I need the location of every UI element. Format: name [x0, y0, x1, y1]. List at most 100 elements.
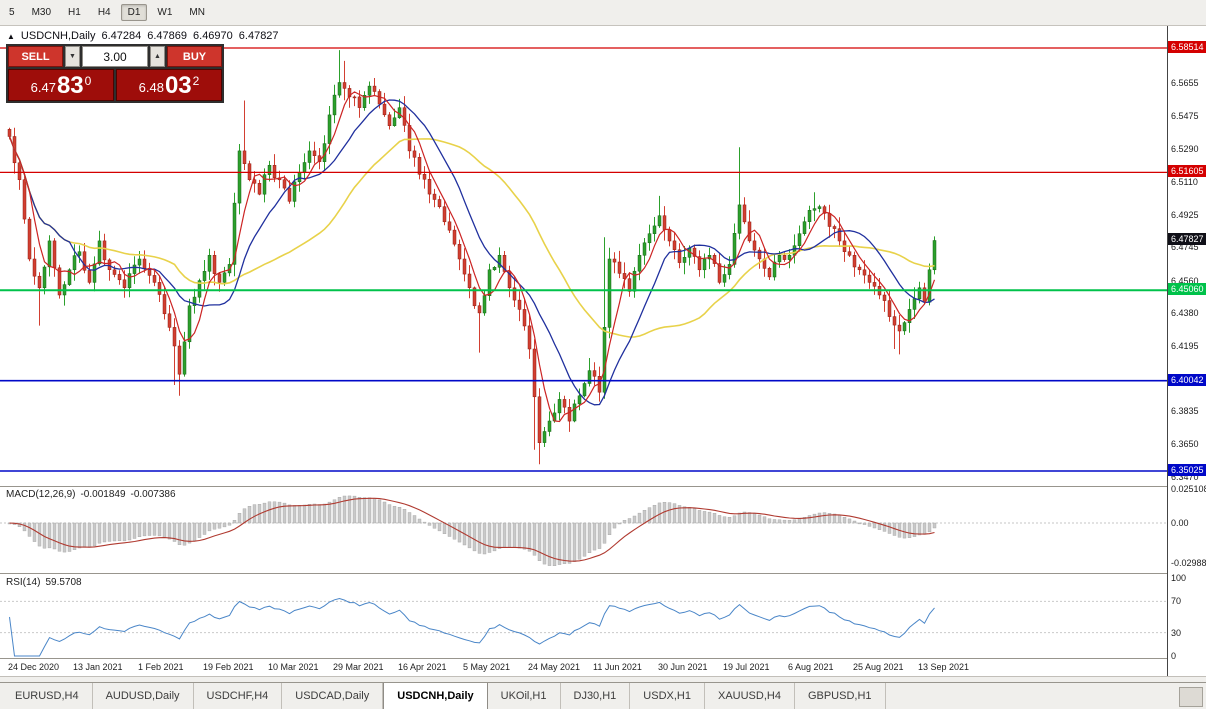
- chart-tab-usdcnh[interactable]: USDCNH,Daily: [383, 683, 488, 709]
- level-price-badge: 6.51605: [1168, 165, 1206, 177]
- volume-input[interactable]: [82, 46, 148, 67]
- chart-tab-dj30[interactable]: DJ30,H1: [561, 683, 631, 709]
- level-price-badge: 6.45060: [1168, 283, 1206, 295]
- price-scale-label: 6.5110: [1171, 177, 1198, 187]
- bid-major-digits: 6.47: [30, 80, 56, 95]
- timeframe-toolbar: 5 M30 H1 H4 D1 W1 MN: [0, 0, 1206, 26]
- price-scale-label: 6.4195: [1171, 341, 1199, 351]
- chart-title: ▲ USDCNH,Daily 6.47284 6.47869 6.46970 6…: [7, 30, 279, 42]
- rsi-scale-label: 70: [1171, 596, 1182, 606]
- macd-scale-label: 0.00: [1171, 518, 1189, 528]
- volume-down-button[interactable]: ▼: [65, 46, 80, 67]
- ask-price-display[interactable]: 6.48 03 2: [116, 69, 222, 101]
- price-scale-label: 6.5475: [1171, 111, 1199, 121]
- macd-panel-separator[interactable]: [0, 486, 1206, 487]
- rsi-scale-label: 0: [1171, 651, 1177, 661]
- time-axis-separator: [0, 658, 1206, 659]
- price-scale-label: 6.5290: [1171, 144, 1199, 154]
- bid-main-digits: 83: [56, 72, 84, 99]
- bid-price-display[interactable]: 6.47 83 0: [8, 69, 114, 101]
- chart-tab-bar: EURUSD,H4 AUDUSD,Daily USDCHF,H4 USDCAD,Dai…: [0, 682, 1206, 709]
- timeframe-button-h4[interactable]: H4: [97, 7, 111, 18]
- time-axis-label: 11 Jun 2021: [593, 662, 642, 672]
- price-scale-label: 6.5655: [1171, 78, 1199, 88]
- horizontal-scrollbar[interactable]: [0, 676, 1206, 682]
- bid-pip-digit: 0: [84, 74, 92, 88]
- ohlc-high: 6.47869: [147, 30, 188, 42]
- time-axis-label: 24 Dec 2020: [8, 662, 60, 672]
- ask-major-digits: 6.48: [138, 80, 164, 95]
- triangle-up-icon: ▲: [7, 32, 15, 41]
- timeframe-buttons: 5 M30 H1 H4 D1 W1 MN: [2, 4, 212, 21]
- chevron-down-icon: ▼: [69, 53, 76, 60]
- tab-scroll-corner[interactable]: [1179, 687, 1203, 707]
- rsi-indicator-label: RSI(14) 59.5708: [6, 577, 82, 588]
- price-scale-label: 6.4745: [1171, 242, 1199, 252]
- chevron-up-icon: ▲: [154, 53, 161, 60]
- one-click-trading-panel: SELL ▼ ▲ BUY 6.47 83 0 6.48 03 2: [6, 44, 224, 103]
- macd-main-value: -0.001849: [80, 489, 126, 500]
- price-scale-label: 6.3835: [1171, 406, 1199, 416]
- timeframe-button-d1[interactable]: D1: [120, 4, 148, 21]
- macd-indicator-label: MACD(12,26,9) -0.001849 -0.007386: [6, 489, 176, 500]
- chart-tab-gbpusd[interactable]: GBPUSD,H1: [795, 683, 886, 709]
- level-price-badge: 6.35025: [1168, 464, 1206, 476]
- chart-tab-ukoil[interactable]: UKOil,H1: [488, 683, 561, 709]
- ask-pip-digit: 2: [192, 74, 200, 88]
- time-axis-label: 19 Feb 2021: [203, 662, 254, 672]
- trade-prices-row: 6.47 83 0 6.48 03 2: [8, 69, 222, 101]
- time-axis-label: 29 Mar 2021: [333, 662, 384, 672]
- time-axis[interactable]: 24 Dec 2020 13 Jan 2021 1 Feb 2021 19 Feb 2…: [0, 659, 1167, 675]
- macd-scale-label: 0.025108: [1171, 484, 1206, 494]
- timeframe-button-h1[interactable]: H1: [68, 7, 81, 18]
- symbol-period-label: USDCNH,Daily: [20, 30, 96, 42]
- chart-tab-usdcad[interactable]: USDCAD,Daily: [282, 683, 384, 709]
- trade-controls-row: SELL ▼ ▲ BUY: [8, 46, 222, 67]
- chart-tabs: EURUSD,H4 AUDUSD,Daily USDCHF,H4 USDCAD,Dai…: [2, 683, 886, 709]
- buy-button[interactable]: BUY: [167, 46, 222, 67]
- rsi-scale-label: 30: [1171, 628, 1182, 638]
- timeframe-button-5[interactable]: 5: [9, 7, 15, 18]
- time-axis-label: 6 Aug 2021: [788, 662, 834, 672]
- rsi-panel-separator[interactable]: [0, 573, 1206, 574]
- time-axis-label: 13 Sep 2021: [918, 662, 970, 672]
- time-axis-label: 13 Jan 2021: [73, 662, 123, 672]
- macd-signal-value: -0.007386: [130, 489, 176, 500]
- macd-scale-label: -0.029885: [1171, 558, 1206, 568]
- time-axis-label: 16 Apr 2021: [398, 662, 447, 672]
- chart-tab-usdchf[interactable]: USDCHF,H4: [194, 683, 283, 709]
- rsi-scale-label: 100: [1171, 573, 1187, 583]
- current-price-badge: 6.47827: [1168, 233, 1206, 245]
- macd-name: MACD(12,26,9): [6, 489, 76, 500]
- level-price-badge: 6.58514: [1168, 41, 1206, 53]
- chart-tab-audusd[interactable]: AUDUSD,Daily: [93, 683, 194, 709]
- macd-panel[interactable]: [0, 487, 1167, 573]
- ohlc-close: 6.47827: [238, 30, 279, 42]
- time-axis-label: 24 May 2021: [528, 662, 581, 672]
- timeframe-button-w1[interactable]: W1: [157, 7, 173, 18]
- chart-tab-xauusd[interactable]: XAUUSD,H4: [705, 683, 795, 709]
- ohlc-open: 6.47284: [101, 30, 142, 42]
- time-axis-label: 10 Mar 2021: [268, 662, 319, 672]
- time-axis-label: 5 May 2021: [463, 662, 511, 672]
- level-price-badge: 6.40042: [1168, 374, 1206, 386]
- rsi-value: 59.5708: [45, 577, 82, 588]
- price-scale-label: 6.4925: [1171, 210, 1199, 220]
- volume-up-button[interactable]: ▲: [150, 46, 165, 67]
- price-scale-label: 6.3650: [1171, 439, 1199, 449]
- time-axis-label: 19 Jul 2021: [723, 662, 770, 672]
- price-axis[interactable]: 6.5655 6.5475 6.5290 6.5110 6.4925 6.4745 6.45…: [1167, 26, 1206, 676]
- price-scale-label: 6.4560: [1171, 276, 1199, 286]
- price-chart[interactable]: [0, 26, 1167, 486]
- sell-button[interactable]: SELL: [8, 46, 63, 67]
- timeframe-button-m30[interactable]: M30: [31, 7, 52, 18]
- timeframe-button-mn[interactable]: MN: [189, 7, 205, 18]
- time-axis-label: 30 Jun 2021: [658, 662, 708, 672]
- ask-main-digits: 03: [164, 72, 192, 99]
- chart-background: [0, 26, 1167, 676]
- chart-tab-usdx[interactable]: USDX,H1: [630, 683, 705, 709]
- price-scale-label: 6.4380: [1171, 308, 1199, 318]
- rsi-panel[interactable]: [0, 574, 1167, 658]
- time-axis-label: 1 Feb 2021: [138, 662, 184, 672]
- chart-tab-eurusd[interactable]: EURUSD,H4: [2, 683, 93, 709]
